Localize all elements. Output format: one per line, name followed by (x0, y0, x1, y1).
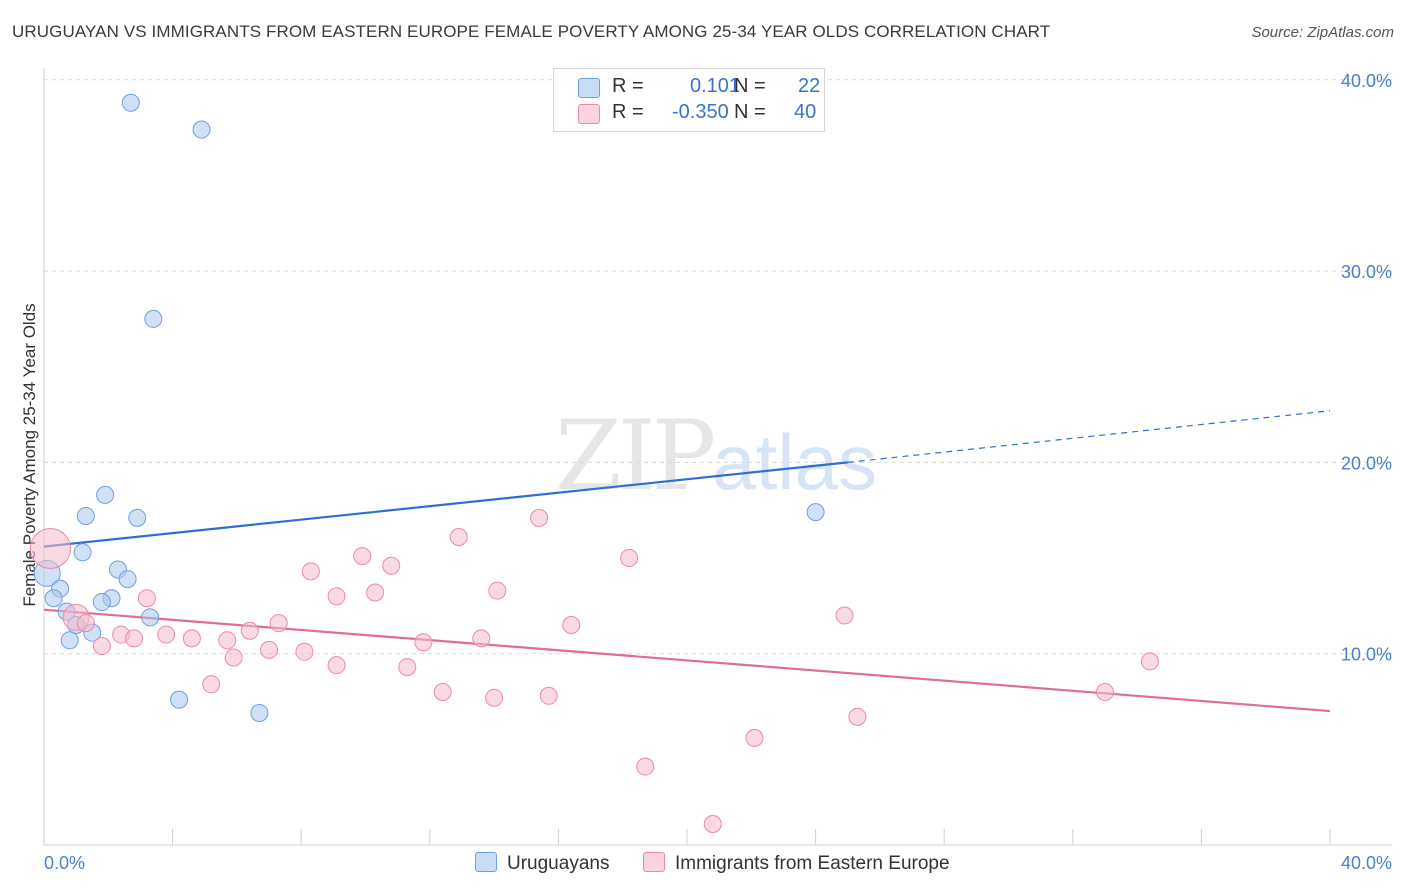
stats-legend: R = 0.101 N = 22 R = -0.350 N = 40 (553, 68, 825, 132)
point-immigrants (240, 621, 259, 640)
point-immigrants (1140, 652, 1159, 671)
trend-line-uruguayans-extension (847, 410, 1331, 463)
point-immigrants (137, 589, 156, 608)
chart-title: URUGUAYAN VS IMMIGRANTS FROM EASTERN EUR… (12, 22, 1051, 41)
axes (43, 68, 1392, 846)
point-uruguayans (250, 704, 269, 723)
point-immigrants (327, 587, 346, 606)
legend-r-label: R = (612, 101, 644, 123)
legend-r-value: 0.101 (690, 75, 741, 97)
point-immigrants (485, 688, 504, 707)
bottom-legend-immigrants: Immigrants from Eastern Europe (643, 852, 950, 875)
point-immigrants (488, 581, 507, 600)
bottom-legend-swatch-immigrants (643, 852, 665, 872)
trend-line-immigrants (43, 608, 1331, 713)
point-immigrants (1095, 682, 1114, 701)
legend-n-value: 40 (794, 101, 817, 123)
point-immigrants (327, 656, 346, 675)
trend-lines (43, 410, 1331, 713)
point-immigrants (301, 562, 320, 581)
data-points (29, 93, 1159, 833)
point-immigrants (92, 637, 111, 656)
point-uruguayans (92, 593, 111, 612)
point-immigrants (848, 707, 867, 726)
point-immigrants (398, 658, 417, 677)
point-immigrants (202, 675, 221, 694)
point-immigrants (125, 629, 144, 648)
y-tick-label: 40.0% (1341, 71, 1392, 91)
point-uruguayans (96, 485, 115, 504)
source-label: Source: ZipAtlas.com (1251, 24, 1394, 41)
point-immigrants (295, 642, 314, 661)
point-immigrants (260, 640, 279, 659)
point-immigrants (449, 528, 468, 547)
point-immigrants (433, 682, 452, 701)
legend-n-value: 22 (798, 75, 821, 97)
bottom-legend-swatch-uruguayans (475, 852, 497, 872)
trend-line-uruguayans (43, 461, 848, 548)
bottom-legend-uruguayans: Uruguayans (475, 852, 609, 875)
point-uruguayans (144, 309, 163, 328)
y-tick-label: 10.0% (1341, 645, 1392, 665)
y-tick-label: 30.0% (1341, 262, 1392, 282)
point-immigrants (562, 616, 581, 635)
point-immigrants (539, 686, 558, 705)
point-immigrants (835, 606, 854, 625)
point-uruguayans (73, 543, 92, 562)
x-tick-label: 0.0% (44, 853, 85, 873)
point-immigrants (269, 614, 288, 633)
point-immigrants (353, 547, 372, 566)
point-immigrants (76, 614, 95, 633)
point-immigrants (366, 583, 385, 602)
bottom-legend-label-immigrants: Immigrants from Eastern Europe (675, 853, 950, 874)
legend-r-value: -0.350 (672, 101, 729, 123)
gridlines (44, 79, 1392, 655)
point-uruguayans (118, 570, 137, 589)
point-immigrants (703, 814, 722, 833)
point-uruguayans (76, 506, 95, 525)
legend-n-label: N = (734, 75, 766, 97)
x-tick-label: 40.0% (1341, 853, 1392, 873)
bottom-legend-label-uruguayans: Uruguayans (507, 853, 610, 874)
y-tick-label: 20.0% (1341, 453, 1392, 473)
point-immigrants (29, 527, 71, 569)
point-immigrants (182, 629, 201, 648)
legend-r-label: R = (612, 75, 644, 97)
legend-n-label: N = (734, 101, 766, 123)
point-immigrants (530, 508, 549, 527)
point-immigrants (218, 631, 237, 650)
point-uruguayans (141, 608, 160, 627)
point-immigrants (472, 629, 491, 648)
legend-swatch-immigrants (578, 104, 600, 124)
legend-swatch-uruguayans (578, 78, 600, 98)
point-immigrants (636, 757, 655, 776)
point-uruguayans (121, 93, 140, 112)
point-uruguayans (170, 690, 189, 709)
point-immigrants (745, 728, 764, 747)
point-immigrants (224, 648, 243, 667)
point-uruguayans (44, 589, 63, 608)
point-immigrants (620, 549, 639, 568)
point-uruguayans (192, 120, 211, 139)
point-uruguayans (60, 631, 79, 650)
point-uruguayans (128, 508, 147, 527)
watermark-zip: ZIP (555, 400, 716, 512)
point-uruguayans (806, 503, 825, 522)
point-immigrants (157, 625, 176, 644)
point-immigrants (414, 633, 433, 652)
tick-labels: 10.0% 20.0% 30.0% 40.0% 0.0% 40.0% (44, 71, 1392, 873)
point-immigrants (382, 556, 401, 575)
